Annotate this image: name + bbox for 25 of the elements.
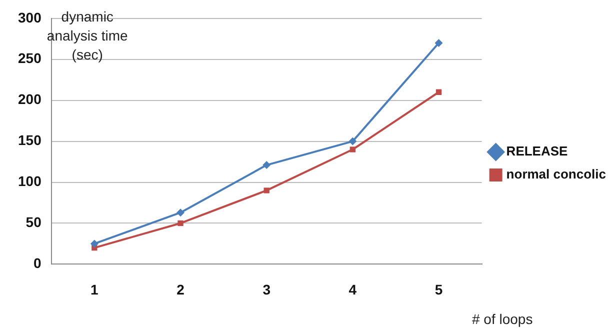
x-tick-label: 4 <box>348 281 357 298</box>
y-tick-label: 250 <box>18 50 42 66</box>
x-axis-title: # of loops <box>472 310 533 327</box>
point <box>348 137 357 146</box>
x-tick-label: 2 <box>176 281 185 298</box>
y-axis-title: dynamic analysis time (sec) <box>46 8 128 62</box>
x-tick-label: 1 <box>90 281 99 298</box>
y-tick-label: 150 <box>18 132 42 148</box>
point <box>262 161 271 170</box>
point <box>350 146 356 152</box>
point <box>264 188 270 194</box>
y-tick-label: 100 <box>18 173 42 190</box>
point <box>178 220 184 226</box>
point <box>434 38 443 47</box>
y-tick-label: 300 <box>18 9 42 26</box>
point <box>436 89 442 95</box>
x-tick-label: 3 <box>262 281 271 298</box>
point <box>90 240 98 248</box>
legend-label: normal concolic <box>506 166 606 182</box>
x-tick-label: 5 <box>434 281 443 298</box>
point <box>176 208 184 217</box>
y-tick-label: 200 <box>18 91 42 108</box>
legend-label: RELEASE <box>506 144 568 159</box>
y-tick-label: 50 <box>26 214 42 230</box>
y-tick-label: 0 <box>34 255 42 272</box>
